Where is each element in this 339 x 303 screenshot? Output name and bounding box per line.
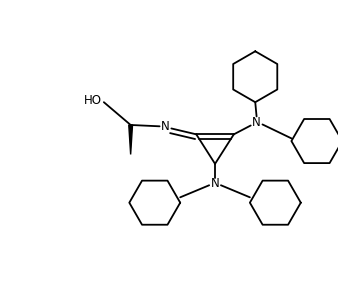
Text: N: N <box>211 178 219 190</box>
Text: N: N <box>161 120 170 133</box>
Polygon shape <box>129 125 133 155</box>
Text: HO: HO <box>84 94 102 107</box>
Text: N: N <box>252 116 261 129</box>
